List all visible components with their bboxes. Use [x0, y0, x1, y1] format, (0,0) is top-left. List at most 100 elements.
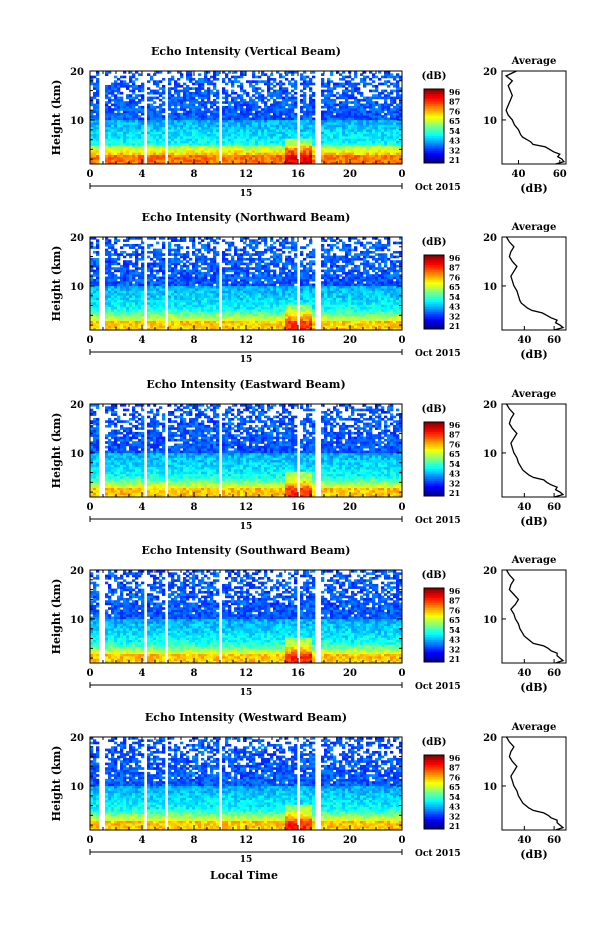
heatmap-cell — [381, 152, 384, 155]
heatmap-cell — [261, 124, 264, 127]
heatmap-cell — [360, 148, 363, 151]
heatmap-cell — [225, 141, 228, 144]
heatmap-cell — [183, 138, 186, 141]
heatmap-cell — [303, 157, 306, 160]
heatmap-cell — [336, 124, 339, 127]
heatmap-cell — [162, 101, 165, 104]
heatmap-cell — [282, 143, 285, 146]
heatmap-cell — [333, 143, 336, 146]
heatmap-cell — [147, 145, 150, 148]
heatmap-cell — [225, 159, 228, 162]
heatmap-cell — [150, 302, 153, 305]
heatmap-cell — [237, 256, 240, 259]
heatmap-cell — [180, 76, 183, 79]
heatmap-cell — [342, 122, 345, 125]
heatmap-cell — [105, 286, 108, 289]
heatmap-cell — [375, 87, 378, 90]
heatmap-cell — [192, 270, 195, 273]
heatmap-cell — [174, 290, 177, 293]
heatmap-cell — [237, 270, 240, 273]
heatmap-cell — [135, 155, 138, 158]
heatmap-cell — [303, 92, 306, 95]
heatmap-cell — [135, 138, 138, 141]
heatmap-cell — [114, 80, 117, 83]
heatmap-cell — [393, 148, 396, 151]
heatmap-cell — [123, 157, 126, 160]
heatmap-cell — [132, 145, 135, 148]
heatmap-cell — [312, 108, 315, 111]
heatmap-cell — [327, 104, 330, 107]
heatmap-cell — [192, 321, 195, 324]
heatmap-cell — [189, 155, 192, 158]
heatmap-cell — [204, 122, 207, 125]
heatmap-cell — [171, 277, 174, 280]
heatmap-cell — [357, 148, 360, 151]
heatmap-cell — [375, 143, 378, 146]
heatmap-cell — [372, 152, 375, 155]
heatmap-cell — [264, 108, 267, 111]
heatmap-cell — [240, 304, 243, 307]
heatmap-cell — [153, 323, 156, 326]
heatmap-cell — [381, 111, 384, 114]
heatmap-cell — [372, 157, 375, 160]
heatmap-cell — [174, 265, 177, 268]
heatmap-cell — [372, 106, 375, 109]
heatmap-cell — [306, 145, 309, 148]
heatmap-cell — [183, 258, 186, 261]
heatmap-cell — [156, 314, 159, 317]
profile-frame — [502, 71, 566, 164]
heatmap-cell — [261, 141, 264, 144]
heatmap-cell — [204, 124, 207, 127]
heatmap-cell — [96, 80, 99, 83]
heatmap-cell — [216, 270, 219, 273]
heatmap-cell — [279, 155, 282, 158]
heatmap-cell — [228, 274, 231, 277]
heatmap-cell — [252, 159, 255, 162]
heatmap-cell — [393, 99, 396, 102]
heatmap-cell — [252, 94, 255, 97]
heatmap-cell — [180, 97, 183, 100]
heatmap-cell — [123, 106, 126, 109]
heatmap-cell — [255, 118, 258, 121]
heatmap-cell — [123, 143, 126, 146]
heatmap-cell — [147, 265, 150, 268]
heatmap-cell — [96, 279, 99, 282]
heatmap-cell — [138, 134, 141, 137]
heatmap-cell — [213, 258, 216, 261]
heatmap-cell — [381, 157, 384, 160]
heatmap-cell — [156, 113, 159, 116]
heatmap-cell — [357, 136, 360, 139]
heatmap-cell — [204, 256, 207, 259]
heatmap-cell — [303, 113, 306, 116]
profile-title: Average — [511, 56, 557, 67]
heatmap-cell — [249, 83, 252, 86]
heatmap-cell — [213, 138, 216, 141]
heatmap-cell — [177, 244, 180, 247]
y-axis-label: Height (km) — [50, 80, 63, 156]
heatmap-cell — [225, 143, 228, 146]
heatmap-cell — [135, 127, 138, 130]
heatmap-cell — [204, 76, 207, 79]
heatmap-cell — [195, 272, 198, 275]
heatmap-cell — [204, 295, 207, 298]
heatmap-cell — [168, 131, 171, 134]
heatmap-cell — [273, 148, 276, 151]
heatmap-cell — [339, 78, 342, 81]
heatmap-cell — [162, 124, 165, 127]
heatmap-cell — [246, 120, 249, 123]
heatmap-cell — [156, 150, 159, 153]
heatmap-cell — [111, 87, 114, 90]
heatmap-cell — [117, 239, 120, 242]
heatmap-cell — [96, 141, 99, 144]
heatmap-cell — [114, 307, 117, 310]
heatmap-cell — [96, 302, 99, 305]
heatmap-cell — [171, 311, 174, 314]
heatmap-cell — [348, 108, 351, 111]
heatmap-cell — [96, 83, 99, 86]
heatmap-cell — [222, 143, 225, 146]
heatmap-cell — [153, 118, 156, 121]
heatmap-cell — [267, 108, 270, 111]
heatmap-cell — [117, 115, 120, 118]
heatmap-cell — [117, 145, 120, 148]
heatmap-cell — [192, 138, 195, 141]
